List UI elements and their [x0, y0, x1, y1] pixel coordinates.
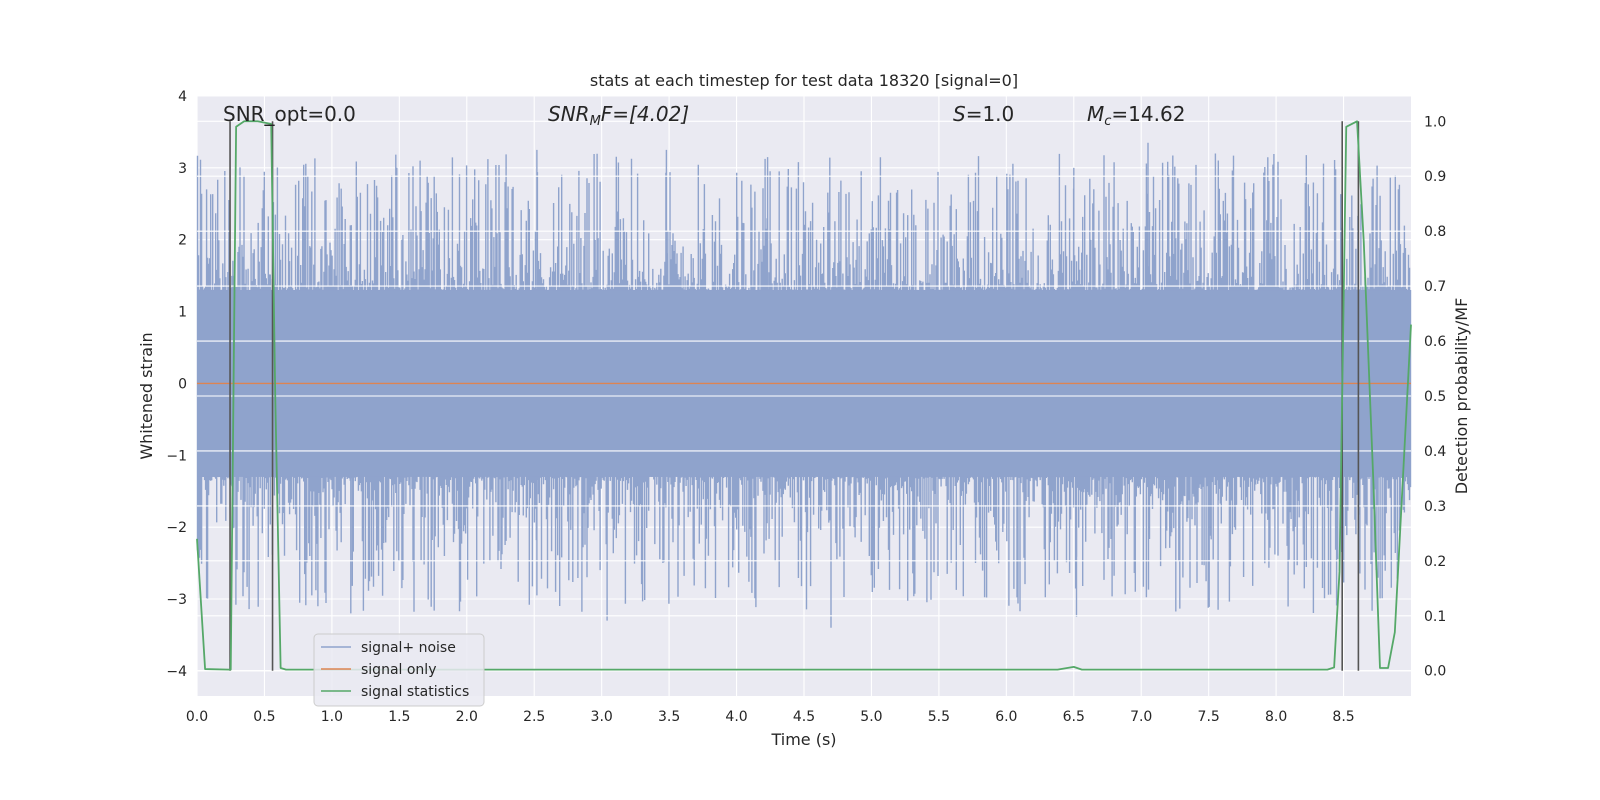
- y-right-tick-label: 0.6: [1424, 334, 1446, 350]
- y-right-tick-label: 0.0: [1424, 664, 1446, 680]
- y-left-tick-label: 2: [178, 233, 187, 249]
- x-tick-label: 8.0: [1265, 709, 1287, 725]
- x-tick-label: 5.5: [928, 709, 950, 725]
- y-left-tick-label: −1: [166, 448, 187, 464]
- y-right-tick-label: 0.7: [1424, 279, 1446, 295]
- y-left-tick-label: −2: [166, 520, 187, 536]
- annotation-snr-mf: SNRMF=[4.02]: [548, 102, 689, 129]
- annotation-mc: Mc=14.62: [1087, 102, 1185, 129]
- x-tick-label: 2.5: [523, 709, 545, 725]
- x-tick-label: 5.0: [860, 709, 882, 725]
- signal-statistics-line: [196, 120, 1412, 671]
- x-tick-label: 6.5: [1063, 709, 1085, 725]
- y-right-tick-label: 0.8: [1424, 224, 1446, 240]
- x-tick-label: 6.0: [995, 709, 1017, 725]
- annotation-snr-opt: SNR_opt=0.0: [223, 102, 356, 126]
- x-axis-label: Time (s): [770, 730, 836, 749]
- x-tick-label: 4.5: [793, 709, 815, 725]
- chart-title: stats at each timestep for test data 183…: [590, 71, 1018, 90]
- x-tick-label: 7.5: [1198, 709, 1220, 725]
- x-tick-label: 1.0: [321, 709, 343, 725]
- legend-label-noise: signal+ noise: [361, 640, 456, 656]
- x-tick-label: 3.0: [591, 709, 613, 725]
- x-tick-label: 1.5: [388, 709, 410, 725]
- y-right-tick-label: 0.3: [1424, 499, 1446, 515]
- y-right-tick-label: 0.1: [1424, 609, 1446, 625]
- y-right-tick-label: 1.0: [1424, 114, 1446, 130]
- y-left-tick-label: 3: [178, 161, 187, 177]
- x-tick-label: 8.5: [1332, 709, 1354, 725]
- y-right-tick-label: 0.9: [1424, 169, 1446, 185]
- y-right-tick-label: 0.2: [1424, 554, 1446, 570]
- x-tick-label: 3.5: [658, 709, 680, 725]
- legend-box: [313, 633, 485, 707]
- legend-label-signal: signal only: [361, 662, 436, 678]
- legend: signal+ noise signal only signal statist…: [313, 633, 485, 707]
- x-tick-label: 0.0: [186, 709, 208, 725]
- signal-statistics-series: [196, 120, 1412, 671]
- y-left-tick-label: 4: [178, 89, 187, 105]
- x-tick-label: 2.0: [456, 709, 478, 725]
- y-axis-label-right: Detection probability/MF: [1452, 298, 1471, 495]
- legend-label-stats: signal statistics: [361, 684, 469, 700]
- y-right-tick-label: 0.5: [1424, 389, 1446, 405]
- tick-labels: 0.0 0.5 1.0 1.5 2.0 2.5 3.0 3.5 4.0 4.5 5.0 5.5 6.0 6…: [166, 89, 1446, 725]
- y-left-tick-label: −3: [166, 592, 187, 608]
- y-left-tick-label: 0: [178, 376, 187, 392]
- x-tick-label: 7.0: [1130, 709, 1152, 725]
- y-left-tick-label: 1: [178, 305, 187, 321]
- y-left-tick-label: −4: [166, 664, 187, 680]
- annotation-s: S=1.0: [953, 102, 1014, 126]
- x-tick-label: 0.5: [253, 709, 275, 725]
- y-axis-label-left: Whitened strain: [137, 332, 156, 459]
- y-right-tick-label: 0.4: [1424, 444, 1446, 460]
- horizontal-grid: [197, 120, 1411, 672]
- x-tick-label: 4.0: [725, 709, 747, 725]
